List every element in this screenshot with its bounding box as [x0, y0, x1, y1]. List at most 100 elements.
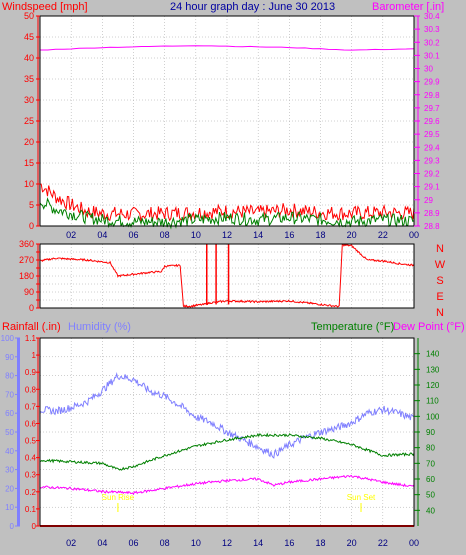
- temperature-tick-label: 120: [426, 381, 440, 390]
- x-tick-label: 18: [315, 230, 325, 240]
- humidity-tick-label: 70: [5, 390, 14, 399]
- x-tick-label: 02: [66, 230, 76, 240]
- wind-tick-label: 40: [24, 53, 34, 63]
- temperature-tick-label: 100: [426, 412, 440, 421]
- wind-tick-label: 0: [29, 221, 34, 231]
- humidity-tick-label: 50: [5, 428, 14, 437]
- wind-tick-label: 25: [24, 116, 34, 126]
- humidity-tick-label: 100: [1, 334, 15, 343]
- rain-tick-label: 0.6: [25, 419, 37, 428]
- barometer-tick-label: 29.5: [424, 130, 440, 139]
- rain-tick-label: 0.2: [25, 488, 37, 497]
- x-axis-temperature: 02 04 06 08 10 12 14 16 18 20 22 00: [66, 538, 419, 548]
- x-tick-label: 14: [253, 230, 263, 240]
- compass-label: S: [436, 275, 443, 287]
- x-tick-label: 08: [160, 230, 170, 240]
- humidity-tick-label: 60: [5, 409, 14, 418]
- temperature-tick-label: 130: [426, 365, 440, 374]
- wind-tick-label: 30: [24, 95, 34, 105]
- temperature-tick-label: 70: [426, 459, 435, 468]
- wind-tick-label: 35: [24, 74, 34, 84]
- direction-tick-label: 0: [29, 303, 34, 313]
- x-tick-label: 00: [409, 538, 419, 548]
- barometer-tick-label: 29.4: [424, 143, 440, 152]
- barometer-tick-label: 29.7: [424, 104, 440, 113]
- x-tick-label: 22: [378, 230, 388, 240]
- temperature-tick-label: 140: [426, 350, 440, 359]
- x-tick-label: 10: [191, 230, 201, 240]
- humidity-tick-label: 20: [5, 484, 14, 493]
- direction-y-axis: 0 90 180 270 360: [19, 239, 40, 313]
- chart-title: 24 hour graph day : June 30 2013: [170, 1, 335, 13]
- temperature-tick-label: 60: [426, 475, 435, 484]
- x-tick-label: 04: [97, 538, 107, 548]
- x-tick-label: 02: [66, 538, 76, 548]
- humidity-tick-label: 90: [5, 353, 14, 362]
- humidity-tick-label: 80: [5, 372, 14, 381]
- rain-tick-label: 0.7: [25, 402, 37, 411]
- rain-tick-label: 1.1: [25, 334, 37, 343]
- wind-direction-line: [39, 243, 415, 308]
- rain-y-axis: 0 0.1 0.2 0.3 0.4 0.5 0.6 0.7 0.8 0.9 1 1.1: [25, 334, 40, 531]
- rain-tick-label: 0.9: [25, 368, 37, 377]
- x-tick-label: 04: [97, 230, 107, 240]
- barometer-axis-label: Barometer [.in]: [372, 1, 444, 13]
- direction-tick-label: 360: [19, 239, 34, 249]
- wind-tick-label: 20: [24, 137, 34, 147]
- x-tick-label: 12: [222, 230, 232, 240]
- gust-line: [39, 197, 415, 230]
- direction-tick-label: 270: [19, 255, 34, 265]
- barometer-tick-label: 29.3: [424, 156, 440, 165]
- compass-label: N: [436, 243, 444, 255]
- sun-rise-label: Sun Rise: [102, 493, 135, 502]
- barometer-line: [40, 45, 415, 51]
- rain-tick-label: 0.5: [25, 437, 37, 446]
- barometer-tick-label: 29.6: [424, 117, 440, 126]
- barometer-tick-label: 29: [424, 196, 433, 205]
- rain-tick-label: 1: [32, 351, 37, 360]
- barometer-tick-label: 30.1: [424, 51, 440, 60]
- x-tick-label: 16: [284, 230, 294, 240]
- x-tick-label: 20: [347, 230, 357, 240]
- direction-tick-label: 180: [19, 271, 34, 281]
- barometer-tick-label: 30.3: [424, 25, 440, 34]
- x-tick-label: 18: [315, 538, 325, 548]
- barometer-tick-label: 30.2: [424, 38, 440, 47]
- direction-tick-label: 90: [24, 287, 34, 297]
- wind-tick-label: 5: [29, 200, 34, 210]
- temperature-tick-label: 50: [426, 491, 435, 500]
- wind-tick-label: 50: [24, 11, 34, 21]
- humidity-y-axis: 0 10 20 30 40 50 60 70 80 90 100: [1, 334, 20, 531]
- barometer-tick-label: 28.9: [424, 209, 440, 218]
- rain-tick-label: 0.3: [25, 471, 37, 480]
- rain-tick-label: 0.4: [25, 454, 37, 463]
- humidity-tick-label: 30: [5, 466, 14, 475]
- wind-y-axis: 0 5 10 15 20 25 30 35 40 45 50: [24, 11, 40, 231]
- barometer-tick-label: 28.8: [424, 222, 440, 231]
- humidity-tick-label: 40: [5, 447, 14, 456]
- sun-set-label: Sun Set: [347, 493, 376, 502]
- x-tick-label: 20: [347, 538, 357, 548]
- x-tick-label: 12: [222, 538, 232, 548]
- x-tick-label: 14: [253, 538, 263, 548]
- temperature-tick-label: 80: [426, 444, 435, 453]
- humidity-tick-label: 0: [10, 522, 15, 531]
- x-tick-label: 16: [284, 538, 294, 548]
- humidity-line: [39, 371, 415, 459]
- barometer-tick-label: 30.4: [424, 12, 440, 21]
- wind-tick-label: 45: [24, 32, 34, 42]
- compass-label: W: [435, 259, 446, 271]
- humidity-tick-label: 10: [5, 503, 14, 512]
- x-tick-label: 22: [378, 538, 388, 548]
- rain-tick-label: 0.8: [25, 385, 37, 394]
- temperature-y-axis: 40 50 60 70 80 90 100 110 120 130 140: [414, 338, 440, 526]
- barometer-tick-label: 29.8: [424, 91, 440, 100]
- dew-point-line: [39, 474, 415, 496]
- temperature-tick-label: 40: [426, 506, 435, 515]
- compass-label: N: [436, 307, 444, 319]
- rain-tick-label: 0.1: [25, 505, 37, 514]
- barometer-tick-label: 30: [424, 65, 433, 74]
- humidity-axis-label: Humidity (%): [68, 321, 131, 333]
